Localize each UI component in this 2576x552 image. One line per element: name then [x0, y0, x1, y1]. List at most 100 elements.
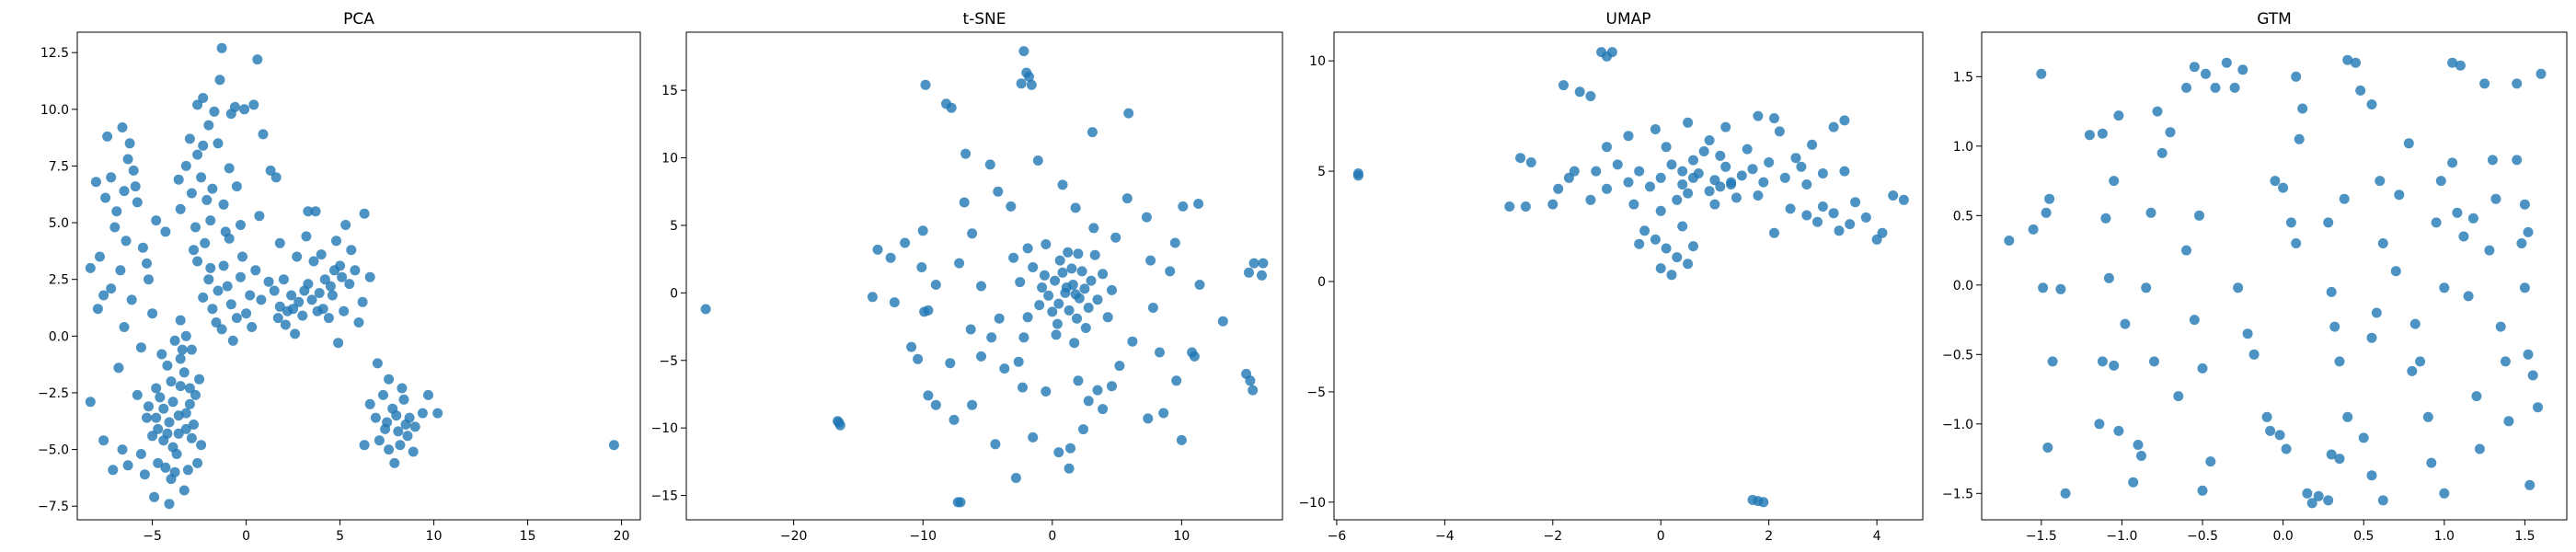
data-point [967, 228, 978, 239]
data-point [124, 138, 135, 149]
data-point [2120, 318, 2131, 329]
data-point [175, 353, 186, 364]
subplot-title: t-SNE [962, 10, 1006, 29]
data-point [2463, 291, 2474, 302]
data-point [1520, 201, 1531, 212]
data-point [245, 290, 256, 301]
data-point [258, 129, 269, 140]
data-point [984, 159, 995, 170]
data-point [1022, 243, 1033, 254]
data-point [1086, 275, 1097, 286]
data-point [2435, 176, 2446, 187]
data-point [186, 188, 197, 199]
data-point [372, 358, 383, 369]
data-point [2390, 266, 2401, 277]
data-point [186, 432, 197, 443]
data-point [417, 408, 428, 419]
data-point [2512, 78, 2523, 89]
data-point [976, 351, 986, 362]
data-point [160, 226, 171, 237]
data-point [190, 222, 201, 233]
data-point [122, 460, 133, 471]
data-point [153, 423, 164, 434]
data-point [175, 203, 186, 214]
data-point [378, 389, 388, 400]
data-point [329, 265, 339, 276]
data-point [2431, 217, 2442, 228]
data-point [121, 236, 132, 247]
data-point [1107, 284, 1117, 295]
data-point [100, 192, 111, 203]
x-tick-label: 15 [520, 529, 536, 544]
data-point [1747, 164, 1758, 175]
data-point [1070, 289, 1081, 300]
data-point [949, 414, 960, 425]
data-point [1871, 234, 1882, 245]
subplot-title: GTM [2257, 10, 2292, 29]
data-point [263, 276, 274, 287]
data-point [337, 271, 348, 282]
data-point [182, 465, 193, 476]
data-point [2452, 207, 2463, 218]
data-point [1008, 252, 1019, 263]
subplot-pca: PCA −5 0 5 10 15 20 −7.5 −5.0 −2.5 0.0 2.5 5.0 7.5 10… [38, 10, 641, 544]
data-point [1817, 201, 1828, 212]
data-point [184, 383, 195, 394]
data-point [1127, 336, 1138, 347]
x-tick-label: 20 [614, 529, 630, 544]
data-point [2036, 68, 2047, 79]
data-point [156, 349, 167, 360]
data-point [2313, 490, 2324, 501]
data-point [160, 462, 171, 473]
data-point [1018, 382, 1028, 393]
data-point [2323, 217, 2334, 228]
data-point [889, 297, 900, 308]
data-point [192, 256, 203, 267]
data-point [2426, 457, 2437, 468]
data-point [252, 54, 263, 65]
data-point [2377, 238, 2388, 248]
data-point [207, 183, 218, 194]
data-point [920, 79, 931, 90]
x-tick-label: −20 [780, 529, 808, 544]
data-point [999, 363, 1010, 374]
data-point [239, 104, 250, 115]
data-point [327, 290, 338, 301]
data-point [1155, 347, 1165, 358]
data-point [166, 376, 177, 387]
data-point [993, 186, 1004, 197]
data-point [2495, 321, 2506, 332]
data-point [994, 313, 1005, 324]
data-point [1070, 202, 1081, 213]
data-point [218, 199, 229, 210]
data-point [106, 172, 117, 183]
data-point [132, 389, 143, 400]
x-tick-label: −2 [1543, 529, 1562, 544]
data-point [1248, 258, 1259, 269]
data-point [196, 440, 207, 451]
data-point [2136, 451, 2146, 461]
data-point [225, 299, 236, 310]
data-point [2366, 99, 2377, 109]
data-point [2447, 157, 2458, 168]
data-point [1753, 190, 1764, 201]
data-point [1801, 210, 1812, 221]
y-tick-label: −15 [650, 489, 678, 504]
y-tick-label: 5 [670, 219, 678, 234]
data-point [280, 319, 291, 330]
data-point [186, 344, 197, 355]
data-point [1088, 223, 1099, 234]
data-point [2113, 425, 2124, 436]
data-point [278, 274, 289, 285]
x-tick-label: −0.5 [2187, 529, 2218, 544]
data-point [286, 290, 297, 301]
data-point [1028, 431, 1039, 443]
data-point [346, 245, 357, 256]
data-point [85, 262, 96, 273]
data-point [930, 399, 941, 410]
data-point [2422, 411, 2433, 422]
data-point [2523, 349, 2534, 360]
data-point [135, 342, 146, 353]
data-point [1069, 338, 1080, 349]
